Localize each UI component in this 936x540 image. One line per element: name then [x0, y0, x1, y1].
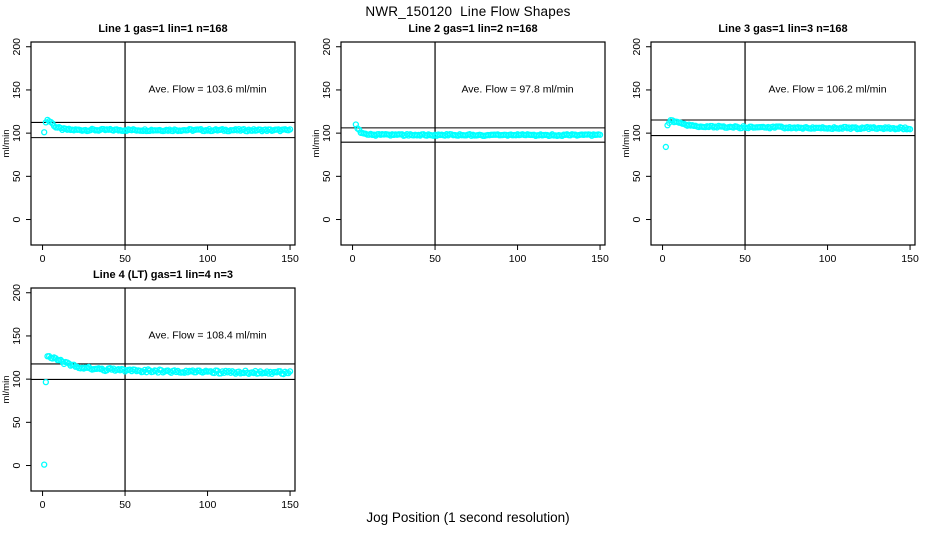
plot-area-line-4: 0 50 100 150 0 50 100 150 200 ml/min Ave. Flow = 1… — [0, 268, 312, 514]
y-tick-label: 100 — [631, 124, 643, 142]
y-tick-label: 0 — [11, 462, 23, 468]
x-tick-label: 100 — [199, 253, 217, 265]
x-tick-label: 150 — [281, 499, 299, 511]
x-tick-label: 150 — [591, 253, 609, 265]
panel-line-1: 0 50 100 150 0 50 100 150 200 ml/min Ave. Flow = 1… — [0, 22, 312, 268]
x-tick-label: 50 — [119, 499, 131, 511]
y-axis-title: ml/min — [1, 376, 12, 404]
y-tick-label: 100 — [11, 370, 23, 388]
outlier-point — [352, 121, 359, 128]
x-tick-label: 150 — [901, 253, 919, 265]
y-tick-label: 100 — [11, 124, 23, 142]
panel-title-line-3: Line 3 gas=1 lin=3 n=168 — [718, 23, 848, 35]
y-tick-label: 0 — [11, 216, 23, 222]
x-tick-label: 50 — [739, 253, 751, 265]
y-axis-title: ml/min — [311, 130, 322, 158]
x-tick-label: 100 — [819, 253, 837, 265]
plot-svg: 0 50 100 150 0 50 100 150 200 ml/min Ave. Flow = 1… — [1, 284, 299, 511]
y-tick-label: 200 — [11, 284, 23, 302]
y-tick-label: 150 — [321, 81, 333, 99]
x-tick-label: 50 — [119, 253, 131, 265]
y-tick-label: 200 — [631, 38, 643, 56]
avg-flow-annotation: Ave. Flow = 106.2 ml/min — [769, 84, 887, 96]
panel-line-3: 0 50 100 150 0 50 100 150 200 ml/min Ave. Flow = 1… — [620, 22, 932, 268]
plot-box — [30, 287, 296, 492]
y-tick-label: 0 — [321, 216, 333, 222]
y-tick-label: 200 — [321, 38, 333, 56]
y-tick-label: 100 — [321, 124, 333, 142]
y-axis-title: ml/min — [621, 130, 632, 158]
plot-area-line-2: 0 50 100 150 0 50 100 150 200 ml/min Ave. Flow = 9… — [310, 22, 622, 268]
plot-svg: 0 50 100 150 0 50 100 150 200 ml/min Ave. Flow = 1… — [621, 38, 919, 265]
panel-line-4: 0 50 100 150 0 50 100 150 200 ml/min Ave. Flow = 1… — [0, 268, 312, 514]
x-tick-label: 0 — [40, 253, 46, 265]
y-tick-label: 150 — [631, 81, 643, 99]
panel-line-2: 0 50 100 150 0 50 100 150 200 ml/min Ave. Flow = 9… — [310, 22, 622, 268]
avg-flow-annotation: Ave. Flow = 108.4 ml/min — [149, 330, 267, 342]
data-point — [286, 368, 294, 375]
panel-title-line-1: Line 1 gas=1 lin=1 n=168 — [98, 23, 228, 35]
plot-box — [650, 41, 916, 246]
x-tick-label: 50 — [429, 253, 441, 265]
y-tick-label: 150 — [11, 81, 23, 99]
plot-svg: 0 50 100 150 0 50 100 150 200 ml/min Ave. Flow = 9… — [311, 38, 609, 265]
y-tick-label: 50 — [321, 170, 333, 182]
plot-area-line-3: 0 50 100 150 0 50 100 150 200 ml/min Ave. Flow = 1… — [620, 22, 932, 268]
x-axis-label: Jog Position (1 second resolution) — [366, 510, 570, 525]
outlier-point — [41, 461, 48, 468]
y-tick-label: 0 — [631, 216, 643, 222]
y-axis-title: ml/min — [1, 130, 12, 158]
x-tick-label: 0 — [660, 253, 666, 265]
data-point — [356, 126, 363, 133]
panel-title-line-4: Line 4 (LT) gas=1 lin=4 n=3 — [92, 269, 234, 281]
y-tick-label: 50 — [11, 416, 23, 428]
data-point — [286, 126, 294, 133]
plot-svg: 0 50 100 150 0 50 100 150 200 ml/min Ave. Flow = 1… — [1, 38, 299, 265]
main-title: NWR_150120 Line Flow Shapes — [365, 4, 571, 19]
outlier-point — [42, 379, 49, 386]
plot-box — [30, 41, 296, 246]
x-tick-label: 0 — [40, 499, 46, 511]
outlier-point — [41, 129, 48, 136]
x-tick-label: 150 — [281, 253, 299, 265]
data-point — [596, 131, 604, 138]
outlier-point — [662, 143, 669, 151]
x-tick-label: 0 — [350, 253, 356, 265]
y-tick-label: 50 — [631, 170, 643, 182]
x-tick-label: 100 — [509, 253, 527, 265]
y-tick-label: 150 — [11, 327, 23, 345]
avg-flow-annotation: Ave. Flow = 97.8 ml/min — [461, 84, 573, 96]
panel-title-line-2: Line 2 gas=1 lin=2 n=168 — [408, 23, 538, 35]
plot-area-line-1: 0 50 100 150 0 50 100 150 200 ml/min Ave. Flow = 1… — [0, 22, 312, 268]
plot-box — [340, 41, 606, 246]
y-tick-label: 200 — [11, 38, 23, 56]
avg-flow-annotation: Ave. Flow = 103.6 ml/min — [149, 84, 267, 96]
y-tick-label: 50 — [11, 170, 23, 182]
data-point — [906, 126, 914, 133]
x-tick-label: 100 — [199, 499, 217, 511]
